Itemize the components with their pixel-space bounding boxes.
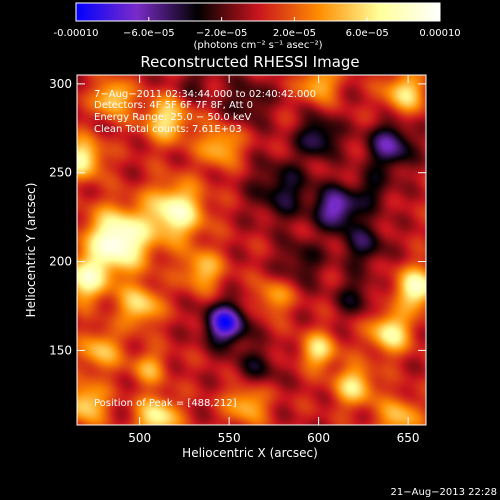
colorbar-tick-label: −6.0e−05 bbox=[123, 28, 175, 39]
colorbar-tick-label: 2.0e−05 bbox=[273, 28, 316, 39]
footer-timestamp: 21−Aug−2013 22:28 bbox=[391, 487, 497, 498]
chart-title: Reconstructed RHESSI Image bbox=[140, 53, 359, 71]
info-block: 7−Aug−2011 02:34:44.000 to 02:40:42.000 … bbox=[94, 89, 316, 135]
y-axis-label: Heliocentric Y (arcsec) bbox=[24, 183, 38, 318]
plot-frame bbox=[76, 74, 427, 426]
info-line-counts: Clean Total counts: 7.61E+03 bbox=[94, 124, 242, 135]
x-tick-label: 500 bbox=[128, 431, 151, 445]
colorbar-units: (photons cm⁻² s⁻¹ asec⁻²) bbox=[193, 40, 322, 51]
x-axis-label: Heliocentric X (arcsec) bbox=[182, 446, 318, 460]
colorbar-tick-label: 0.00010 bbox=[419, 28, 460, 39]
info-line-energy: Energy Range: 25.0 − 50.0 keV bbox=[94, 112, 251, 123]
colorbar-tick-label: -0.00010 bbox=[54, 28, 99, 39]
colorbar-gradient bbox=[75, 2, 441, 22]
colorbar-ticks: -0.00010 −6.0e−05 −2.0e−05 2.0e−05 6.0e−05 0.… bbox=[54, 17, 461, 39]
y-axis-ticks: 150 200 250 300 bbox=[49, 77, 426, 357]
info-line-detectors: Detectors: 4F 5F 6F 7F 8F, Att 0 bbox=[94, 100, 253, 111]
peak-position-label: Position of Peak = [488,212] bbox=[94, 398, 237, 409]
y-tick-label: 250 bbox=[49, 166, 72, 180]
x-axis-ticks: 500 550 600 650 bbox=[128, 75, 420, 445]
y-tick-label: 300 bbox=[49, 77, 72, 91]
x-tick-label: 600 bbox=[307, 431, 330, 445]
y-tick-label: 150 bbox=[49, 343, 72, 357]
x-tick-label: 650 bbox=[397, 431, 420, 445]
colorbar-tick-label: 6.0e−05 bbox=[346, 28, 389, 39]
x-tick-label: 550 bbox=[218, 431, 241, 445]
colorbar: -0.00010 −6.0e−05 −2.0e−05 2.0e−05 6.0e−05 0.… bbox=[54, 2, 461, 51]
colorbar-tick-label: −2.0e−05 bbox=[196, 28, 248, 39]
heatmap-plot: 500 550 600 650 150 200 250 300 bbox=[49, 74, 427, 445]
y-tick-label: 200 bbox=[49, 255, 72, 269]
info-line-time: 7−Aug−2011 02:34:44.000 to 02:40:42.000 bbox=[94, 89, 316, 100]
heatmap-image bbox=[77, 75, 426, 425]
